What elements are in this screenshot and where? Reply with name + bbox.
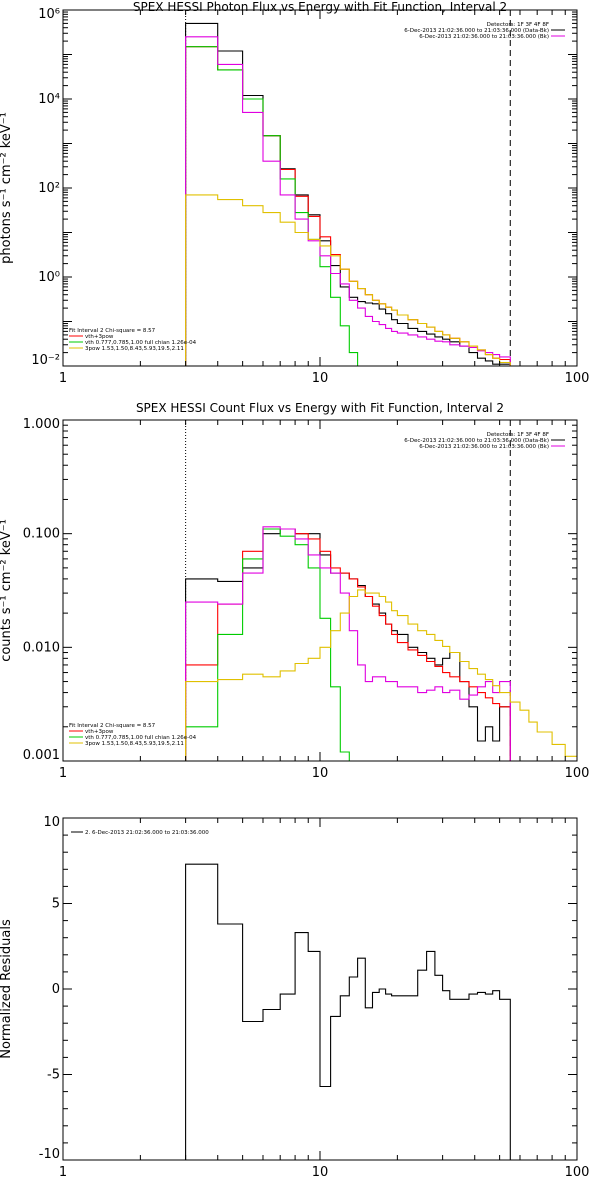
series-group xyxy=(185,22,538,366)
series-line-1 xyxy=(185,528,511,761)
fit-legend-header: Fit Interval 2 Chi-square = 8.57 xyxy=(69,723,156,729)
y-axis-label: photons s⁻¹ cm⁻² keV⁻¹ xyxy=(0,112,14,264)
x-tick-label: 1 xyxy=(59,371,67,386)
y-axis-label: Normalized Residuals xyxy=(0,919,14,1059)
y-tick-label: 0 xyxy=(52,982,60,997)
x-tick-label: 10 xyxy=(312,766,329,781)
plot-frame xyxy=(62,9,578,367)
fit-legend-entry-label: vth+3pow xyxy=(85,729,114,735)
y-tick-label: 10 xyxy=(43,815,60,830)
y-tick-label: 0.100 xyxy=(23,527,60,542)
residuals-panel: Normalized Residuals 1 10 100 -10 -5 0 5 10 2. 6-… xyxy=(0,815,589,1180)
legend-entry-label: 6-Dec-2013 21:02:36.000 to 21:03:36.000 … xyxy=(404,28,549,34)
legend-entry-label: 6-Dec-2013 21:02:36.000 to 21:03:36.000 … xyxy=(404,438,549,444)
series-line-1 xyxy=(185,46,511,366)
fit-legend-header: Fit Interval 2 Chi-square = 8.57 xyxy=(69,328,156,334)
y-ticks xyxy=(63,419,577,762)
series-line-0 xyxy=(185,863,511,1160)
y-tick-label: 0.010 xyxy=(23,640,60,655)
legend-header: Detectors: 1F 3F 4F 8F xyxy=(487,22,549,28)
series-group xyxy=(185,526,577,761)
legend-entry-label: 6-Dec-2013 21:02:36.000 to 21:03:36.000 … xyxy=(419,444,549,450)
chart-title: SPEX HESSI Count Flux vs Energy with Fit… xyxy=(136,401,504,415)
legend: Detectors: 1F 3F 4F 8F6-Dec-2013 21:02:3… xyxy=(404,22,565,40)
x-tick-label: 1 xyxy=(59,1165,67,1180)
x-tick-label: 10 xyxy=(312,1165,329,1180)
legend: Detectors: 1F 3F 4F 8F6-Dec-2013 21:02:3… xyxy=(404,432,565,450)
y-tick-label: 1.000 xyxy=(23,417,60,432)
legend-entry-label: 2. 6-Dec-2013 21:02:36.000 to 21:03:36.0… xyxy=(85,830,209,836)
y-ticks xyxy=(63,9,577,367)
fit-legend-entry-label: 3pow 1.53,1.50,8.43,5.93,19.5,2.11 xyxy=(85,741,184,747)
fit-legend-entry-label: vth 0.777,0.785,1.00 full chian 1.26e-04 xyxy=(85,340,197,346)
x-tick-label: 100 xyxy=(565,371,590,386)
legend: 2. 6-Dec-2013 21:02:36.000 to 21:03:36.0… xyxy=(71,830,209,836)
x-ticks xyxy=(62,420,578,761)
x-ticks xyxy=(62,10,578,366)
x-tick-label: 100 xyxy=(565,1165,590,1180)
y-tick-label: 5 xyxy=(52,897,60,912)
series-group xyxy=(185,863,511,1160)
fit-legend: Fit Interval 2 Chi-square = 8.57vth+3pow… xyxy=(69,328,197,352)
series-line-3 xyxy=(185,526,511,761)
x-tick-label: 1 xyxy=(59,766,67,781)
y-tick-label: -5 xyxy=(47,1068,60,1083)
x-ticks xyxy=(62,818,578,1160)
count-flux-panel: SPEX HESSI Count Flux vs Energy with Fit… xyxy=(0,401,589,781)
y-ticks xyxy=(63,817,577,1161)
legend-entry-label: 6-Dec-2013 21:02:36.000 to 21:03:36.000 … xyxy=(419,34,549,40)
y-tick-label: 0.001 xyxy=(23,748,60,763)
series-line-3 xyxy=(185,36,511,366)
series-line-0 xyxy=(185,22,511,366)
y-tick-label: 10⁴ xyxy=(38,92,60,107)
series-line-0 xyxy=(185,528,511,761)
fit-legend: Fit Interval 2 Chi-square = 8.57vth+3pow… xyxy=(69,723,197,747)
y-tick-label: 10⁻² xyxy=(31,353,60,368)
x-tick-label: 10 xyxy=(312,371,329,386)
x-tick-label: 100 xyxy=(565,766,590,781)
y-axis-label: counts s⁻¹ cm⁻² keV⁻¹ xyxy=(0,519,14,662)
y-tick-label: 10⁶ xyxy=(38,7,60,22)
legend-header: Detectors: 1F 3F 4F 8F xyxy=(487,432,549,438)
y-tick-label: -10 xyxy=(39,1147,60,1162)
fit-legend-entry-label: vth 0.777,0.785,1.00 full chian 1.26e-04 xyxy=(85,735,197,741)
series-line-2 xyxy=(185,528,366,761)
series-line-4 xyxy=(185,589,577,761)
fit-legend-entry-label: vth+3pow xyxy=(85,334,114,340)
series-line-4 xyxy=(185,194,538,366)
y-tick-label: 10² xyxy=(38,181,60,196)
fit-legend-entry-label: 3pow 1.53,1.50,8.43,5.93,19.5,2.11 xyxy=(85,346,184,352)
photon-flux-panel: SPEX HESSI Photon Flux vs Energy with Fi… xyxy=(0,0,589,386)
series-line-2 xyxy=(185,46,366,366)
y-tick-label: 10⁰ xyxy=(38,270,60,285)
